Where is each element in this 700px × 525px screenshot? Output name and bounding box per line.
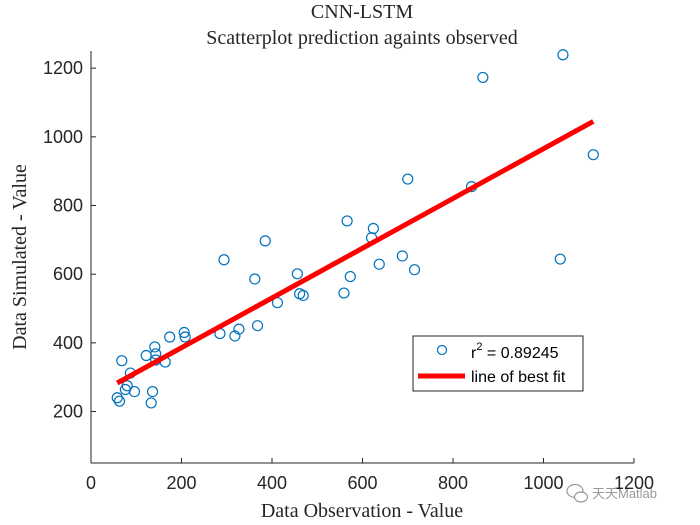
chart-title: CNN-LSTM xyxy=(311,1,413,23)
data-point xyxy=(587,149,599,161)
data-point xyxy=(259,235,271,247)
data-point xyxy=(146,385,159,398)
best-fit-line xyxy=(116,119,595,386)
y-tick-label: 800 xyxy=(53,196,83,216)
x-tick-label: 800 xyxy=(438,473,468,493)
data-point xyxy=(297,289,309,302)
data-point xyxy=(178,326,190,339)
data-point xyxy=(249,273,261,285)
legend-label-fit: line of best fit xyxy=(471,369,566,386)
data-point xyxy=(121,380,133,392)
watermark: 天天Matlab xyxy=(566,483,657,503)
scatter-points xyxy=(111,49,599,409)
y-axis-ticks: 200 400 600 800 1000 1200 xyxy=(43,58,96,422)
legend-label-r: r xyxy=(471,345,477,362)
x-tick-label: 400 xyxy=(257,473,287,493)
x-axis-label: Data Observation - Value xyxy=(261,500,463,522)
x-tick-label: 600 xyxy=(347,473,377,493)
data-point xyxy=(373,258,385,270)
data-point xyxy=(338,287,350,299)
data-point xyxy=(291,268,303,280)
data-point xyxy=(251,320,264,332)
data-point xyxy=(402,173,414,185)
data-point xyxy=(113,395,126,407)
legend: r2 = 0.89245 line of best fit xyxy=(412,335,584,392)
chart-subtitle: Scatterplot prediction againts observed xyxy=(206,27,518,49)
y-tick-label: 200 xyxy=(53,402,83,422)
data-point xyxy=(149,341,161,353)
data-point xyxy=(116,355,128,367)
data-point xyxy=(128,385,141,398)
y-tick-label: 1000 xyxy=(43,127,83,147)
data-point xyxy=(477,71,489,84)
y-axis-label: Data Simulated - Value xyxy=(9,164,31,350)
y-tick-label: 600 xyxy=(53,264,83,284)
watermark-text: 天天Matlab xyxy=(592,486,657,501)
legend-label-scatter: r2 = 0.89245 xyxy=(471,341,559,362)
data-point xyxy=(396,250,408,262)
data-point xyxy=(150,348,162,360)
data-point xyxy=(554,253,566,265)
x-axis-ticks: 0 200 400 600 800 1000 1200 xyxy=(86,458,654,493)
data-point xyxy=(145,397,157,409)
legend-marker-icon xyxy=(436,344,448,356)
x-tick-label: 1000 xyxy=(523,473,563,493)
legend-label-value: = 0.89245 xyxy=(482,345,558,362)
x-tick-label: 1200 xyxy=(614,473,654,493)
x-tick-label: 200 xyxy=(166,473,196,493)
data-point xyxy=(408,264,421,276)
data-point xyxy=(111,392,123,404)
x-tick-label: 0 xyxy=(86,473,96,493)
y-tick-label: 400 xyxy=(53,333,83,353)
data-point xyxy=(164,331,176,343)
best-fit-line-group xyxy=(116,119,595,386)
data-point xyxy=(179,331,191,343)
data-point xyxy=(367,222,379,235)
data-point xyxy=(557,49,569,61)
data-point xyxy=(341,215,353,227)
wechat-icon xyxy=(566,483,589,503)
data-point xyxy=(233,323,245,335)
data-point xyxy=(218,254,230,266)
plot-area xyxy=(91,51,634,463)
y-tick-label: 1200 xyxy=(43,58,83,78)
data-point xyxy=(344,270,356,283)
legend-label-superscript: 2 xyxy=(476,341,482,353)
